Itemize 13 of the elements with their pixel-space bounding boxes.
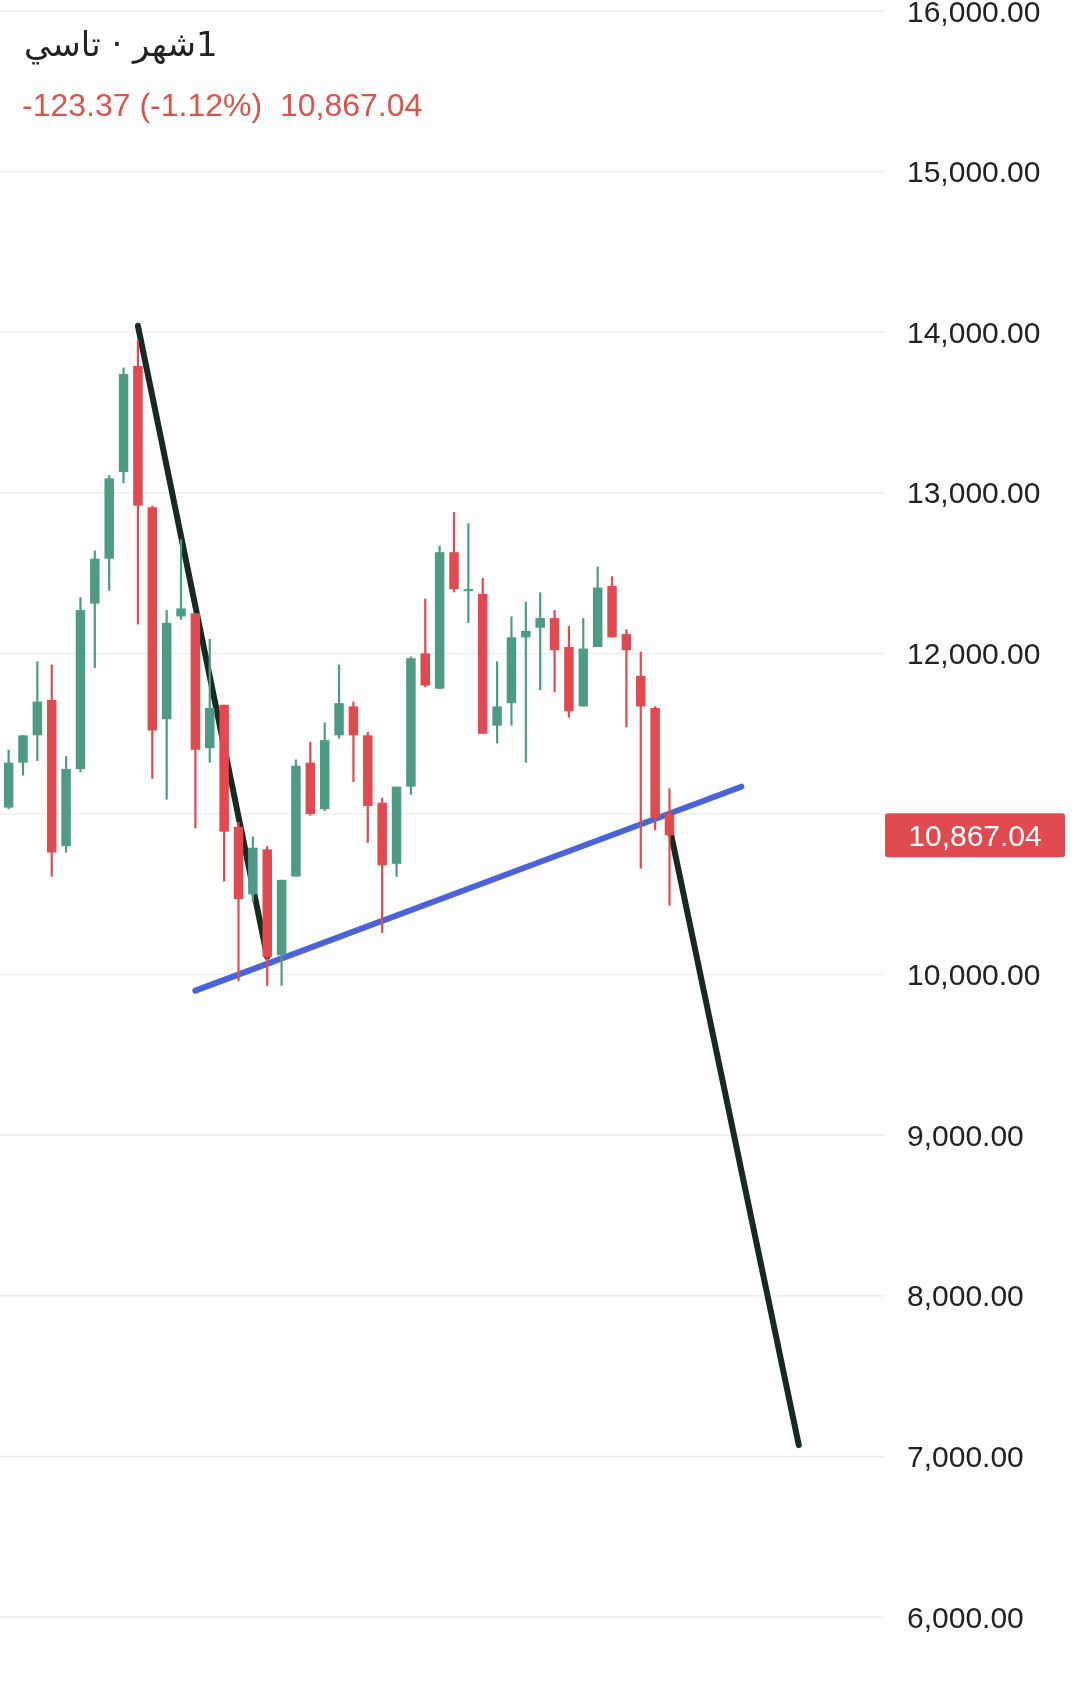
y-tick-label: 16,000.00 [907, 0, 1041, 28]
y-tick-label: 7,000.00 [907, 1439, 1024, 1473]
text: -123.37 (-1.12%) 10,867.04 [22, 87, 423, 123]
y-tick-label: 12,000.00 [907, 636, 1041, 670]
y-tick-label: 10,000.00 [907, 958, 1041, 992]
y-tick-label: 14,000.00 [907, 315, 1041, 349]
y-tick-label: 15,000.00 [907, 155, 1041, 189]
y-tick-label: 8,000.00 [907, 1279, 1024, 1313]
y-tick-label: 9,000.00 [907, 1118, 1024, 1152]
y-tick-label: 13,000.00 [907, 476, 1041, 510]
price-label: 10,867.04 [885, 813, 1065, 858]
chart-title: 1شهر · تاسي [24, 24, 218, 64]
y-tick-label: 6,000.00 [907, 1600, 1024, 1634]
